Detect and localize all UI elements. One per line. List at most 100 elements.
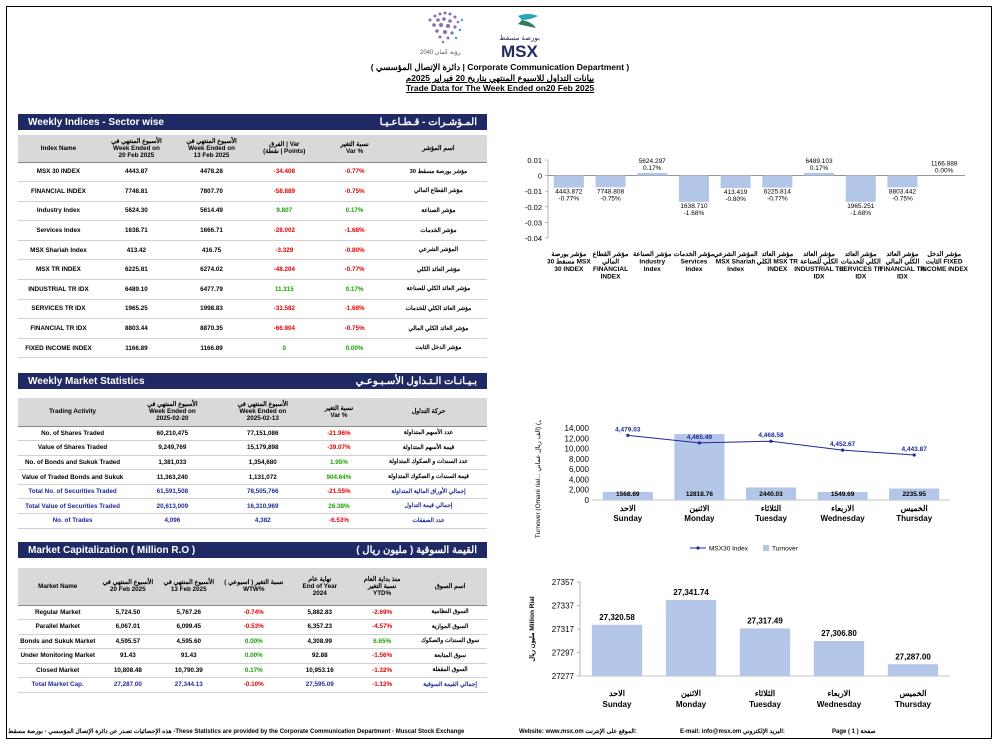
market_cap-cell: -0.53% — [219, 619, 289, 635]
table-row: Under Monitoring Market 91.43 91.43 0.00% 92… — [18, 648, 487, 664]
chart-legend: MSX30 Index Turnover — [690, 545, 799, 553]
y-tick-label: -0.02 — [525, 203, 542, 212]
market_cap-cell: -0.74% — [219, 605, 289, 620]
stats-table: Trading Activity الأسبوع المنتهي في Week … — [18, 398, 487, 529]
market_cap-cell: سوق السندات والصكوك — [413, 634, 487, 649]
market_stats-cell: -21.96% — [308, 426, 370, 442]
msx30-label: 4,465.49 — [687, 434, 713, 441]
table-row: No. of Trades 4,096 4,382 -6.53% عدد الصفقات — [18, 513, 487, 529]
market_stats-cell: 26.38% — [308, 498, 370, 515]
indices-cell: -48.204 — [249, 259, 320, 281]
y-tick-label: -0.01 — [525, 187, 542, 196]
y-tick-label: 14,000 — [565, 424, 590, 433]
bar-data-label: 1965.251 -1.68% — [847, 203, 874, 217]
table-row: No. of Shares Traded 60,210,475 77,151,086… — [18, 426, 487, 442]
market_stats-cell: إجمالي قيمة التداول — [369, 498, 487, 515]
market_stats-cell: عدد الصفقات — [369, 513, 487, 529]
market_stats-cell: 15,179,898 — [217, 440, 309, 456]
table-row: Value of Traded Bonds and Sukuk 11,363,24… — [18, 469, 487, 485]
indices-header-2: الأسبوع المنتهي في Week Ended on 13 Feb … — [173, 135, 250, 163]
turnover-bar — [674, 434, 725, 500]
indices-cell: 416.75 — [173, 240, 250, 261]
indices-cell: مؤشر العائد الكلي للخدمات — [389, 299, 487, 320]
market_cap-header-6: اسم السوق — [413, 568, 487, 606]
market_cap-cell: -2.69% — [351, 605, 414, 620]
market_stats-cell: 11,363,240 — [127, 469, 218, 485]
indices-cell: Industry Index — [18, 201, 99, 222]
market_cap-cell: -1.32% — [351, 663, 414, 678]
indices-cell: -58.889 — [249, 181, 320, 202]
category-label: المؤشر الشرعي MSX Shariah Index — [714, 250, 758, 273]
market_stats-cell: 4,382 — [217, 513, 309, 529]
indices-cell: 4443.87 — [98, 162, 174, 183]
index-bar — [678, 175, 709, 202]
logo-arabic-text: بورصة مسقط — [499, 34, 540, 42]
indices-title-ar: المـؤشـرات - قـطـاعـيـا — [379, 116, 477, 128]
y-axis-title: Turnover (Omani rial... الف ريال عماني) … — [534, 420, 542, 538]
market_cap-cell: -1.12% — [351, 677, 414, 693]
logo-msx-text: MSX — [501, 42, 539, 60]
index-bar — [887, 175, 918, 188]
market-cap-chart: 27357 27337 27317 27297 27277 مليون ريال Mill… — [528, 578, 950, 709]
market_cap-header-4: نهاية عام End of Year 2024 — [288, 568, 352, 606]
market_stats-cell: 78,505,766 — [217, 484, 309, 500]
indices-cell: -66.904 — [249, 318, 320, 339]
market_stats-cell: عدد الأسهم المتداولة — [369, 426, 487, 442]
indices-cell: 7807.70 — [173, 181, 250, 202]
msx30-point — [912, 453, 916, 457]
y-tick-label: 8,000 — [569, 455, 590, 464]
bar-data-label: 1166.888 0.00% — [931, 161, 958, 175]
msx30-point — [769, 439, 773, 443]
market_cap-cell: إجمالي القيمة السوقية — [413, 677, 487, 693]
market_cap-cell: 5,767.26 — [158, 605, 220, 620]
market_stats-header-2: الأسبوع المنتهي في Week Ended on 2025-02… — [217, 398, 309, 427]
y-tick-label: 27317 — [552, 625, 575, 634]
mcap-label: 27,317.49 — [747, 616, 783, 625]
market_cap-cell: 27,595.09 — [288, 677, 352, 693]
mcap-bar — [665, 599, 717, 676]
report-title-arabic: بيانات التداول للاسبوع المنتهي بتاريخ 20… — [405, 73, 595, 83]
market_cap-cell: 5,724.50 — [97, 605, 159, 620]
legend-bar-swatch — [763, 545, 769, 551]
indices-cell: المؤشر الشرعي — [389, 240, 487, 261]
y-tick-label: 27357 — [552, 578, 575, 587]
market_stats-cell: 1,381,033 — [127, 455, 218, 471]
market_cap-cell: 4,595.57 — [97, 634, 159, 649]
market_stats-cell: 77,151,086 — [217, 426, 309, 442]
indices-cell: FINANCIAL INDEX — [18, 181, 99, 202]
bar-data-label: 8803.442 -0.75% — [889, 188, 916, 202]
market_cap-cell: 10,808.48 — [97, 663, 159, 678]
market_stats-cell: No. of Shares Traded — [18, 426, 128, 442]
legend-turnover: Turnover — [772, 546, 799, 553]
turnover-label: 1549.69 — [831, 491, 855, 498]
category-label: مؤشر العائد الكلي للصناعة INDUSTRIAL TR IDX — [794, 250, 844, 281]
indices-cell: 11.315 — [249, 279, 320, 300]
indices-cell: 6274.02 — [173, 259, 250, 281]
turnover-label: 2235.95 — [902, 491, 926, 498]
msx30-point — [697, 441, 701, 445]
index-bar — [804, 172, 835, 176]
indices-header-1: الأسبوع المنتهي في Week Ended on 20 Feb … — [98, 135, 174, 163]
indices-cell: -28.002 — [249, 220, 320, 241]
legend-point-swatch — [696, 546, 700, 550]
market_stats-cell: قيمة الأسهم المتداولة — [369, 440, 487, 456]
indices-title-en: Weekly Indices - Sector wise — [28, 116, 164, 128]
market_cap-cell: -1.56% — [351, 648, 414, 664]
market_cap-header-3: نسبة التغير ( اسبوعي ) WTW% — [219, 568, 289, 606]
indices-cell: -1.68% — [319, 299, 390, 320]
index-bar — [637, 172, 668, 176]
indices-cell: مؤشر بورصة مسقط 30 — [389, 162, 487, 183]
market_stats-cell: -6.53% — [308, 513, 370, 529]
table-row: Bonds and Sukuk Market 4,595.57 4,595.60 0.… — [18, 634, 487, 649]
market_cap-cell: Total Market Cap. — [18, 677, 98, 693]
y-axis-title: مليون ريال Million Rial — [528, 596, 536, 661]
dots-logo-icon: رؤية عُمان 2040 — [420, 11, 464, 56]
footer-website[interactable]: Website: www.msx.om الموقع على الإنترنت: — [519, 729, 637, 735]
market_cap-cell: 10,953.16 — [288, 663, 352, 678]
index-bar — [595, 175, 626, 188]
stats-title-en: Weekly Market Statistics — [28, 375, 145, 387]
footer-email[interactable]: E-mail: info@msx.om البريد الإلكتروني: — [680, 729, 785, 735]
market_stats-cell: Total No. of Securities Traded — [18, 484, 128, 500]
indices-cell: 5624.30 — [98, 201, 174, 222]
market_cap-header-0: Market Name — [18, 568, 98, 606]
